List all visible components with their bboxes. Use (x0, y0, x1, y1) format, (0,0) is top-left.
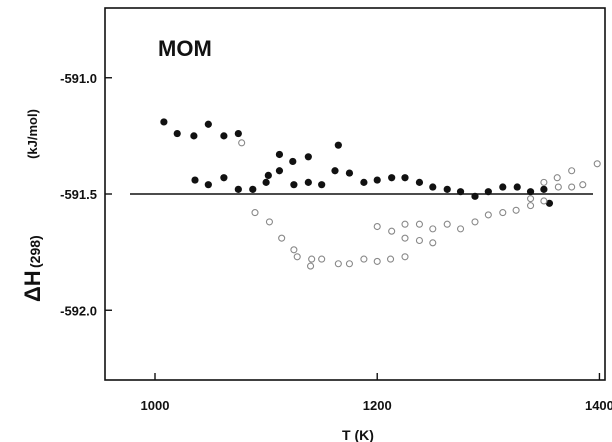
open-data-point (579, 181, 587, 189)
y-axis-unit: (kJ/mol) (25, 109, 40, 159)
open-data-point (499, 209, 507, 217)
x-tick-label: 1400 (585, 398, 612, 413)
open-data-point (484, 211, 492, 219)
open-data-point (388, 227, 396, 235)
filled-data-point (526, 188, 535, 196)
y-axis-label: ΔH (20, 270, 45, 302)
open-data-point (373, 223, 381, 231)
x-tick-label: 1000 (141, 398, 170, 413)
y-axis-label-subscript: (298) (27, 235, 43, 268)
open-data-point (265, 218, 273, 226)
filled-data-point (331, 167, 339, 175)
open-data-point (593, 160, 601, 168)
filled-data-point (290, 181, 298, 189)
open-data-point (415, 236, 423, 245)
tick-marks (105, 77, 601, 380)
filled-data-point (262, 178, 270, 186)
filled-data-point (429, 183, 437, 191)
filled-data-point (191, 176, 199, 184)
open-data-point (540, 178, 548, 186)
filled-data-point (360, 178, 368, 186)
open-data-point (568, 167, 576, 175)
filled-data-point (513, 183, 521, 191)
filled-data-point (304, 153, 312, 161)
tick-labels: 1000 1200 1400 -592.0 -591.5 -591.0 (60, 71, 612, 413)
x-tick-label: 1200 (363, 398, 392, 413)
open-data-point (307, 262, 315, 270)
data-points (160, 118, 601, 270)
filled-data-point (190, 132, 198, 140)
filled-data-point (220, 132, 228, 140)
open-data-point (290, 246, 298, 254)
filled-data-point (545, 199, 554, 207)
filled-data-point (456, 188, 465, 196)
open-data-point (360, 255, 368, 263)
filled-data-point (234, 185, 242, 193)
filled-data-point (264, 171, 272, 179)
filled-data-point (249, 185, 257, 193)
open-data-point (443, 220, 451, 228)
filled-data-point (484, 188, 492, 196)
open-data-point (415, 220, 423, 228)
filled-data-point (289, 157, 297, 166)
open-data-point (278, 234, 286, 242)
open-data-point (293, 253, 301, 261)
open-data-point (429, 225, 437, 233)
open-data-point (387, 255, 395, 263)
open-data-point (457, 225, 465, 233)
open-data-point (553, 174, 561, 182)
open-data-point (401, 220, 409, 228)
filled-data-point (415, 178, 424, 186)
x-axis-label: T (K) (342, 427, 374, 442)
open-data-point (512, 206, 520, 214)
open-data-point (527, 202, 535, 210)
filled-data-point (388, 174, 396, 182)
filled-data-point (373, 176, 381, 184)
open-data-point (401, 253, 409, 261)
filled-data-point (318, 181, 326, 189)
y-tick-label: -591.5 (60, 187, 97, 202)
chart-title: MOM (158, 36, 212, 61)
filled-data-point (334, 141, 342, 149)
open-data-point (527, 195, 535, 203)
open-data-point (345, 260, 353, 268)
open-data-point (318, 255, 326, 263)
open-data-point (401, 234, 409, 242)
filled-data-point (471, 192, 479, 200)
open-data-point (373, 257, 381, 265)
open-data-point (554, 183, 562, 191)
filled-data-point (234, 129, 242, 138)
filled-data-point (499, 183, 507, 191)
filled-data-point (275, 167, 284, 175)
filled-data-point (304, 178, 312, 186)
open-data-point (334, 260, 342, 268)
filled-data-point (443, 185, 451, 193)
filled-data-point (173, 129, 181, 138)
filled-data-point (204, 181, 212, 189)
y-tick-label: -592.0 (60, 303, 97, 318)
filled-data-point (204, 120, 212, 128)
open-data-point (308, 255, 316, 263)
filled-data-point (540, 185, 548, 193)
open-data-point (238, 139, 246, 147)
open-data-point (429, 239, 437, 247)
filled-data-point (275, 150, 284, 159)
filled-data-point (160, 118, 168, 126)
filled-data-point (345, 169, 354, 177)
open-data-point (540, 197, 548, 205)
open-data-point (471, 218, 479, 226)
y-tick-label: -591.0 (60, 71, 97, 86)
open-data-point (251, 209, 259, 217)
filled-data-point (401, 174, 409, 182)
open-data-point (568, 183, 576, 191)
filled-data-point (220, 174, 228, 182)
